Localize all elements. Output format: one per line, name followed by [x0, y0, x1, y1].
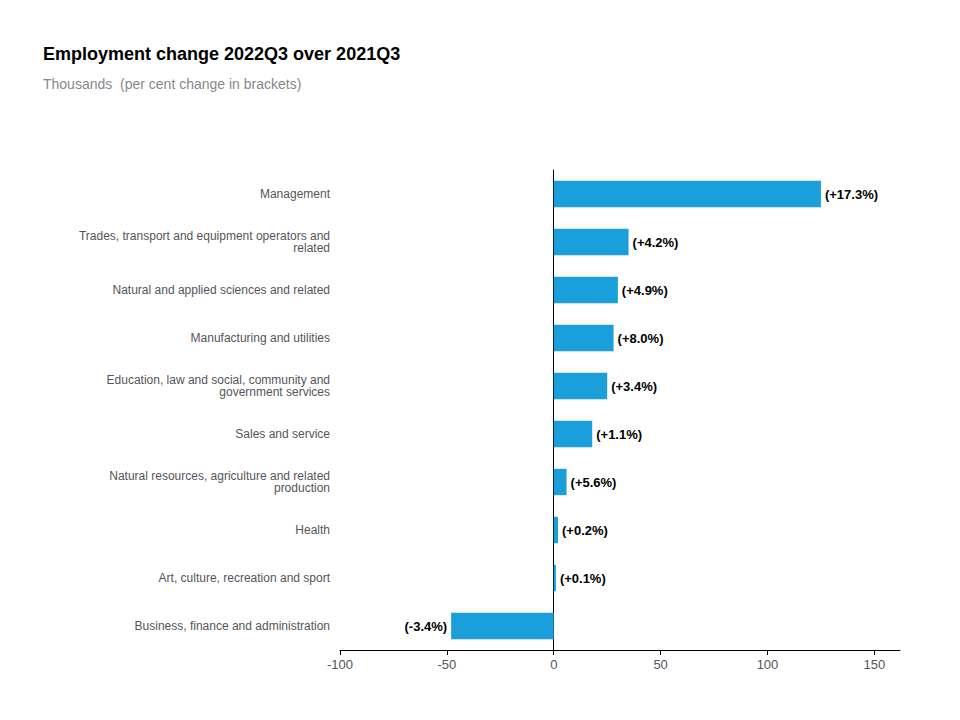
svg-text:150: 150: [863, 657, 885, 672]
svg-text:Health: Health: [295, 523, 330, 537]
svg-text:50: 50: [653, 657, 667, 672]
svg-text:Education, law and social, com: Education, law and social, community and: [106, 373, 330, 387]
svg-text:Thousands (per cent change in: Thousands (per cent change in brackets): [43, 76, 301, 92]
svg-text:Management: Management: [260, 187, 331, 201]
svg-text:100: 100: [757, 657, 779, 672]
svg-text:Trades, transport and equipmen: Trades, transport and equipment operator…: [79, 229, 330, 243]
svg-text:0: 0: [550, 657, 557, 672]
svg-text:(+8.0%): (+8.0%): [618, 331, 664, 346]
svg-text:Natural and applied sciences a: Natural and applied sciences and related: [113, 283, 330, 297]
svg-text:Manufacturing and utilities: Manufacturing and utilities: [191, 331, 330, 345]
svg-text:(+1.1%): (+1.1%): [596, 427, 642, 442]
svg-text:Natural resources, agriculture: Natural resources, agriculture and relat…: [109, 469, 330, 483]
svg-text:(+4.2%): (+4.2%): [633, 235, 679, 250]
svg-text:-50: -50: [437, 657, 456, 672]
svg-text:-100: -100: [327, 657, 353, 672]
svg-text:government services: government services: [219, 385, 330, 399]
svg-text:related: related: [293, 241, 330, 255]
svg-text:(+4.9%): (+4.9%): [622, 283, 668, 298]
svg-text:production: production: [274, 481, 330, 495]
svg-text:(+3.4%): (+3.4%): [611, 379, 657, 394]
svg-text:(-3.4%): (-3.4%): [405, 619, 448, 634]
svg-text:Sales and service: Sales and service: [235, 427, 330, 441]
svg-text:Business, finance and administ: Business, finance and administration: [135, 619, 330, 633]
svg-text:(+17.3%): (+17.3%): [825, 187, 878, 202]
svg-text:Employment change 2022Q3 over: Employment change 2022Q3 over 2021Q3: [43, 44, 400, 64]
svg-text:(+0.1%): (+0.1%): [560, 571, 606, 586]
svg-text:(+5.6%): (+5.6%): [571, 475, 617, 490]
svg-text:Art, culture, recreation and s: Art, culture, recreation and sport: [159, 571, 331, 585]
svg-text:(+0.2%): (+0.2%): [562, 523, 608, 538]
